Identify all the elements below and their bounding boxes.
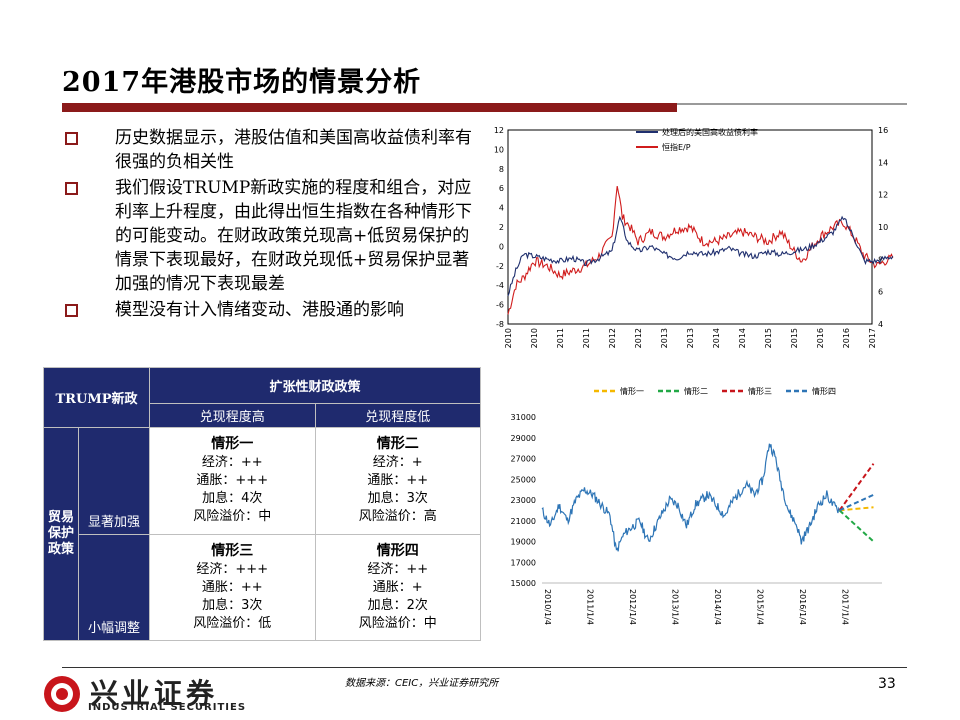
y-tick-label: 21000 [511,517,536,526]
x-tick-label: 2015 [790,328,799,348]
square-bullet-icon [65,182,78,195]
square-bullet-icon [65,132,78,145]
legend-label: 恒指E/P [662,142,691,152]
left-tick-label: 4 [499,204,504,213]
company-logo: 兴业证券 INDUSTRIAL SECURITIES [40,672,270,716]
x-tick-label: 2015 [764,328,773,348]
hsi-scenario-line-chart: 情形一 情形二 情形三 情形四 31000 29000 27000 25000 23000 210… [511,386,882,625]
scenario-cell-1: 情形一 经济：++ 通胀：+++ 加息：4次 风险溢价：中 [149,427,316,535]
bullet-item: 我们假设TRUMP新政实施的程度和组合，对应利率上升程度，由此得出恒生指数在各种… [65,176,485,296]
left-tick-label: 2 [499,223,504,232]
scenario-name: 情形三 [211,542,254,559]
series-line [507,185,894,315]
left-tick-label: -6 [496,301,504,310]
footer-divider [62,667,907,668]
left-tick-label: -2 [496,262,504,271]
logo-text-en: INDUSTRIAL SECURITIES [88,702,247,713]
x-tick-label: 2014 [712,328,721,348]
page-number: 33 [878,676,896,692]
scenario-name: 情形二 [376,436,419,453]
legend-label: 情形三 [748,386,772,396]
legend-label: 处理后的美国高收益债利率 [662,127,758,137]
x-tick-label: 2016 [816,328,825,348]
forecast-line [839,493,874,512]
x-tick-label: 2011/1/4 [586,589,595,625]
fiscal-low-header: 兑现程度低 [314,403,481,428]
left-tick-label: 12 [494,126,504,135]
x-tick-label: 2017/1/4 [841,589,850,625]
right-tick-label: 6 [878,288,883,297]
left-tick-label: 8 [499,165,504,174]
left-tick-label: -4 [496,281,504,290]
x-tick-label: 2016/1/4 [798,589,807,625]
hsi-series-line [541,443,841,552]
x-tick-label: 2014 [738,328,747,348]
left-tick-label: 0 [499,242,504,251]
x-tick-label: 2015/1/4 [756,589,765,625]
table-corner: TRUMP新政 [43,367,150,428]
logo-emblem-icon [44,676,80,712]
y-tick-label: 27000 [511,455,536,464]
left-tick-label: 6 [499,184,504,193]
right-tick-label: 10 [878,223,888,232]
x-tick-label: 2010/1/4 [543,589,552,625]
fiscal-header: 扩张性财政政策 [149,367,481,404]
y-tick-label: 29000 [511,434,536,443]
x-tick-label: 2011 [582,328,591,348]
trade-strong-label: 显著加强 [78,427,150,535]
y-tick-label: 23000 [511,496,536,505]
scenario-name: 情形四 [376,542,419,559]
forecast-line [838,509,875,543]
y-tick-label: 15000 [511,579,536,588]
x-tick-label: 2013/1/4 [671,589,680,625]
bullet-item: 模型没有计入情绪变动、港股通的影响 [65,298,485,322]
x-tick-label: 2013 [660,328,669,348]
bullet-item: 历史数据显示，港股估值和美国高收益债利率有很强的负相关性 [65,126,485,174]
right-tick-label: 16 [878,126,888,135]
x-tick-label: 2014/1/4 [713,589,722,625]
logo-text-cn: 兴业证券 [90,677,219,710]
y-tick-label: 19000 [511,538,536,547]
title-underline-red [62,103,677,112]
x-tick-label: 2010 [530,328,539,348]
scenario-cell-3: 情形三 经济：+++ 通胀：++ 加息：3次 风险溢价：低 [149,533,316,641]
legend-label: 情形四 [812,386,836,396]
y-tick-label: 17000 [511,558,536,567]
trade-header: 贸易保护政策 [43,427,79,641]
left-tick-label: 10 [494,145,504,154]
x-tick-label: 2017 [868,328,877,348]
bullet-list: 历史数据显示，港股估值和美国高收益债利率有很强的负相关性 我们假设TRUMP新政… [65,126,485,324]
square-bullet-icon [65,304,78,317]
title-underline-grey [677,103,907,105]
fiscal-high-header: 兑现程度高 [149,403,316,428]
left-tick-label: -8 [496,320,504,329]
scenario-cell-4: 情形四 经济：++ 通胀：+ 加息：2次 风险溢价：中 [314,533,481,641]
x-tick-label: 2013 [686,328,695,348]
page-title: 2017年港股市场的情景分析 [62,67,422,98]
x-tick-label: 2016 [842,328,851,348]
right-tick-label: 14 [878,158,888,167]
x-tick-label: 2011 [556,328,565,348]
forecast-line [838,463,875,511]
right-tick-label: 12 [878,191,888,200]
x-tick-label: 2010 [504,328,513,348]
y-tick-label: 25000 [511,475,536,484]
x-tick-label: 2012/1/4 [628,589,637,625]
data-source: 数据来源：CEIC，兴业证券研究所 [345,678,499,689]
x-tick-label: 2012 [634,328,643,348]
series-line [507,215,894,297]
plot-frame [507,129,873,325]
scenario-table: TRUMP新政 扩张性财政政策 兑现程度高 兑现程度低 贸易保护政策 显著加强 … [43,367,481,641]
scenario-cell-2: 情形二 经济：+ 通胀：++ 加息：3次 风险溢价：高 [314,427,481,535]
forecast-line [839,506,874,512]
right-tick-label: 4 [878,320,883,329]
y-tick-label: 31000 [511,413,536,422]
scenario-name: 情形一 [211,436,254,453]
x-tick-label: 2012 [608,328,617,348]
trade-mild-label: 小幅调整 [78,533,150,641]
legend-label: 情形一 [620,386,644,396]
legend-label: 情形二 [684,386,708,396]
